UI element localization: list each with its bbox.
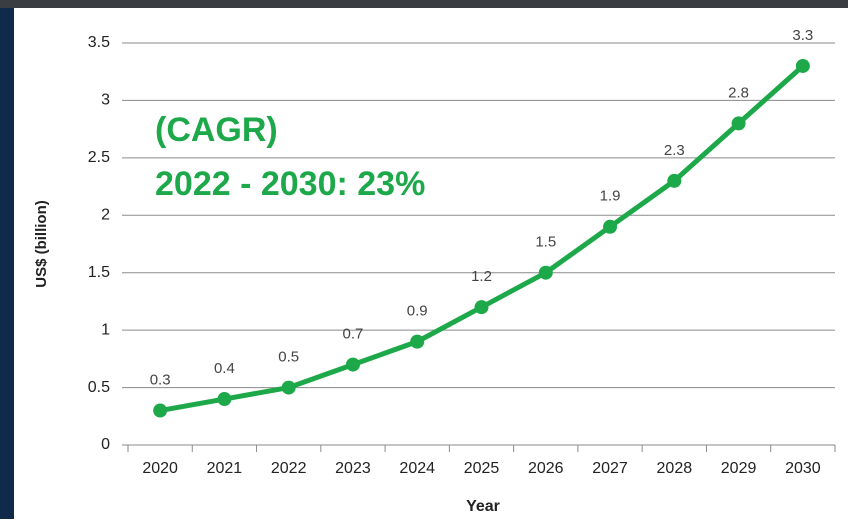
marker — [346, 358, 360, 372]
data-label: 0.3 — [150, 372, 171, 389]
y-tick-label: 3.5 — [88, 34, 110, 51]
data-label: 0.7 — [343, 326, 364, 343]
y-tick-label: 1 — [101, 321, 110, 338]
x-tick-label: 2028 — [657, 460, 693, 477]
data-label: 0.5 — [278, 349, 299, 366]
left-edge — [0, 0, 14, 519]
x-tick-label: 2023 — [335, 460, 371, 477]
y-tick-label: 0.5 — [88, 379, 110, 396]
data-label: 1.5 — [535, 234, 556, 251]
annotation: (CAGR) — [155, 111, 278, 149]
chart: Year US$ (billion) (CAGR) 2022 - 2030: 2… — [0, 0, 848, 519]
x-tick-label: 2022 — [271, 460, 307, 477]
y-tick-label: 0 — [101, 436, 110, 453]
marker — [153, 404, 167, 418]
marker — [603, 220, 617, 234]
marker — [539, 266, 553, 280]
y-tick-label: 1.5 — [88, 264, 110, 281]
y-tick-label: 3 — [101, 92, 110, 109]
top-bar — [0, 0, 848, 8]
data-label: 0.9 — [407, 303, 428, 320]
x-tick-label: 2020 — [142, 460, 178, 477]
x-tick-label: 2024 — [399, 460, 435, 477]
annotation: 2022 - 2030: 23% — [155, 165, 425, 203]
x-axis-label: Year — [466, 498, 500, 515]
marker — [475, 300, 489, 314]
x-tick-label: 2026 — [528, 460, 564, 477]
x-tick-label: 2027 — [592, 460, 628, 477]
data-label: 1.9 — [600, 188, 621, 205]
marker — [217, 392, 231, 406]
data-label: 1.2 — [471, 268, 492, 285]
y-tick-label: 2.5 — [88, 149, 110, 166]
data-label: 2.8 — [728, 84, 749, 101]
marker — [282, 381, 296, 395]
data-label: 3.3 — [792, 27, 813, 44]
marker — [410, 335, 424, 349]
y-axis-label: US$ (billion) — [33, 200, 50, 288]
marker — [796, 59, 810, 73]
data-label: 2.3 — [664, 142, 685, 159]
marker — [732, 116, 746, 130]
marker — [667, 174, 681, 188]
y-tick-label: 2 — [101, 207, 110, 224]
x-tick-label: 2029 — [721, 460, 757, 477]
background — [0, 0, 848, 519]
x-tick-label: 2030 — [785, 460, 821, 477]
x-tick-label: 2021 — [207, 460, 243, 477]
x-tick-label: 2025 — [464, 460, 500, 477]
data-label: 0.4 — [214, 360, 235, 377]
